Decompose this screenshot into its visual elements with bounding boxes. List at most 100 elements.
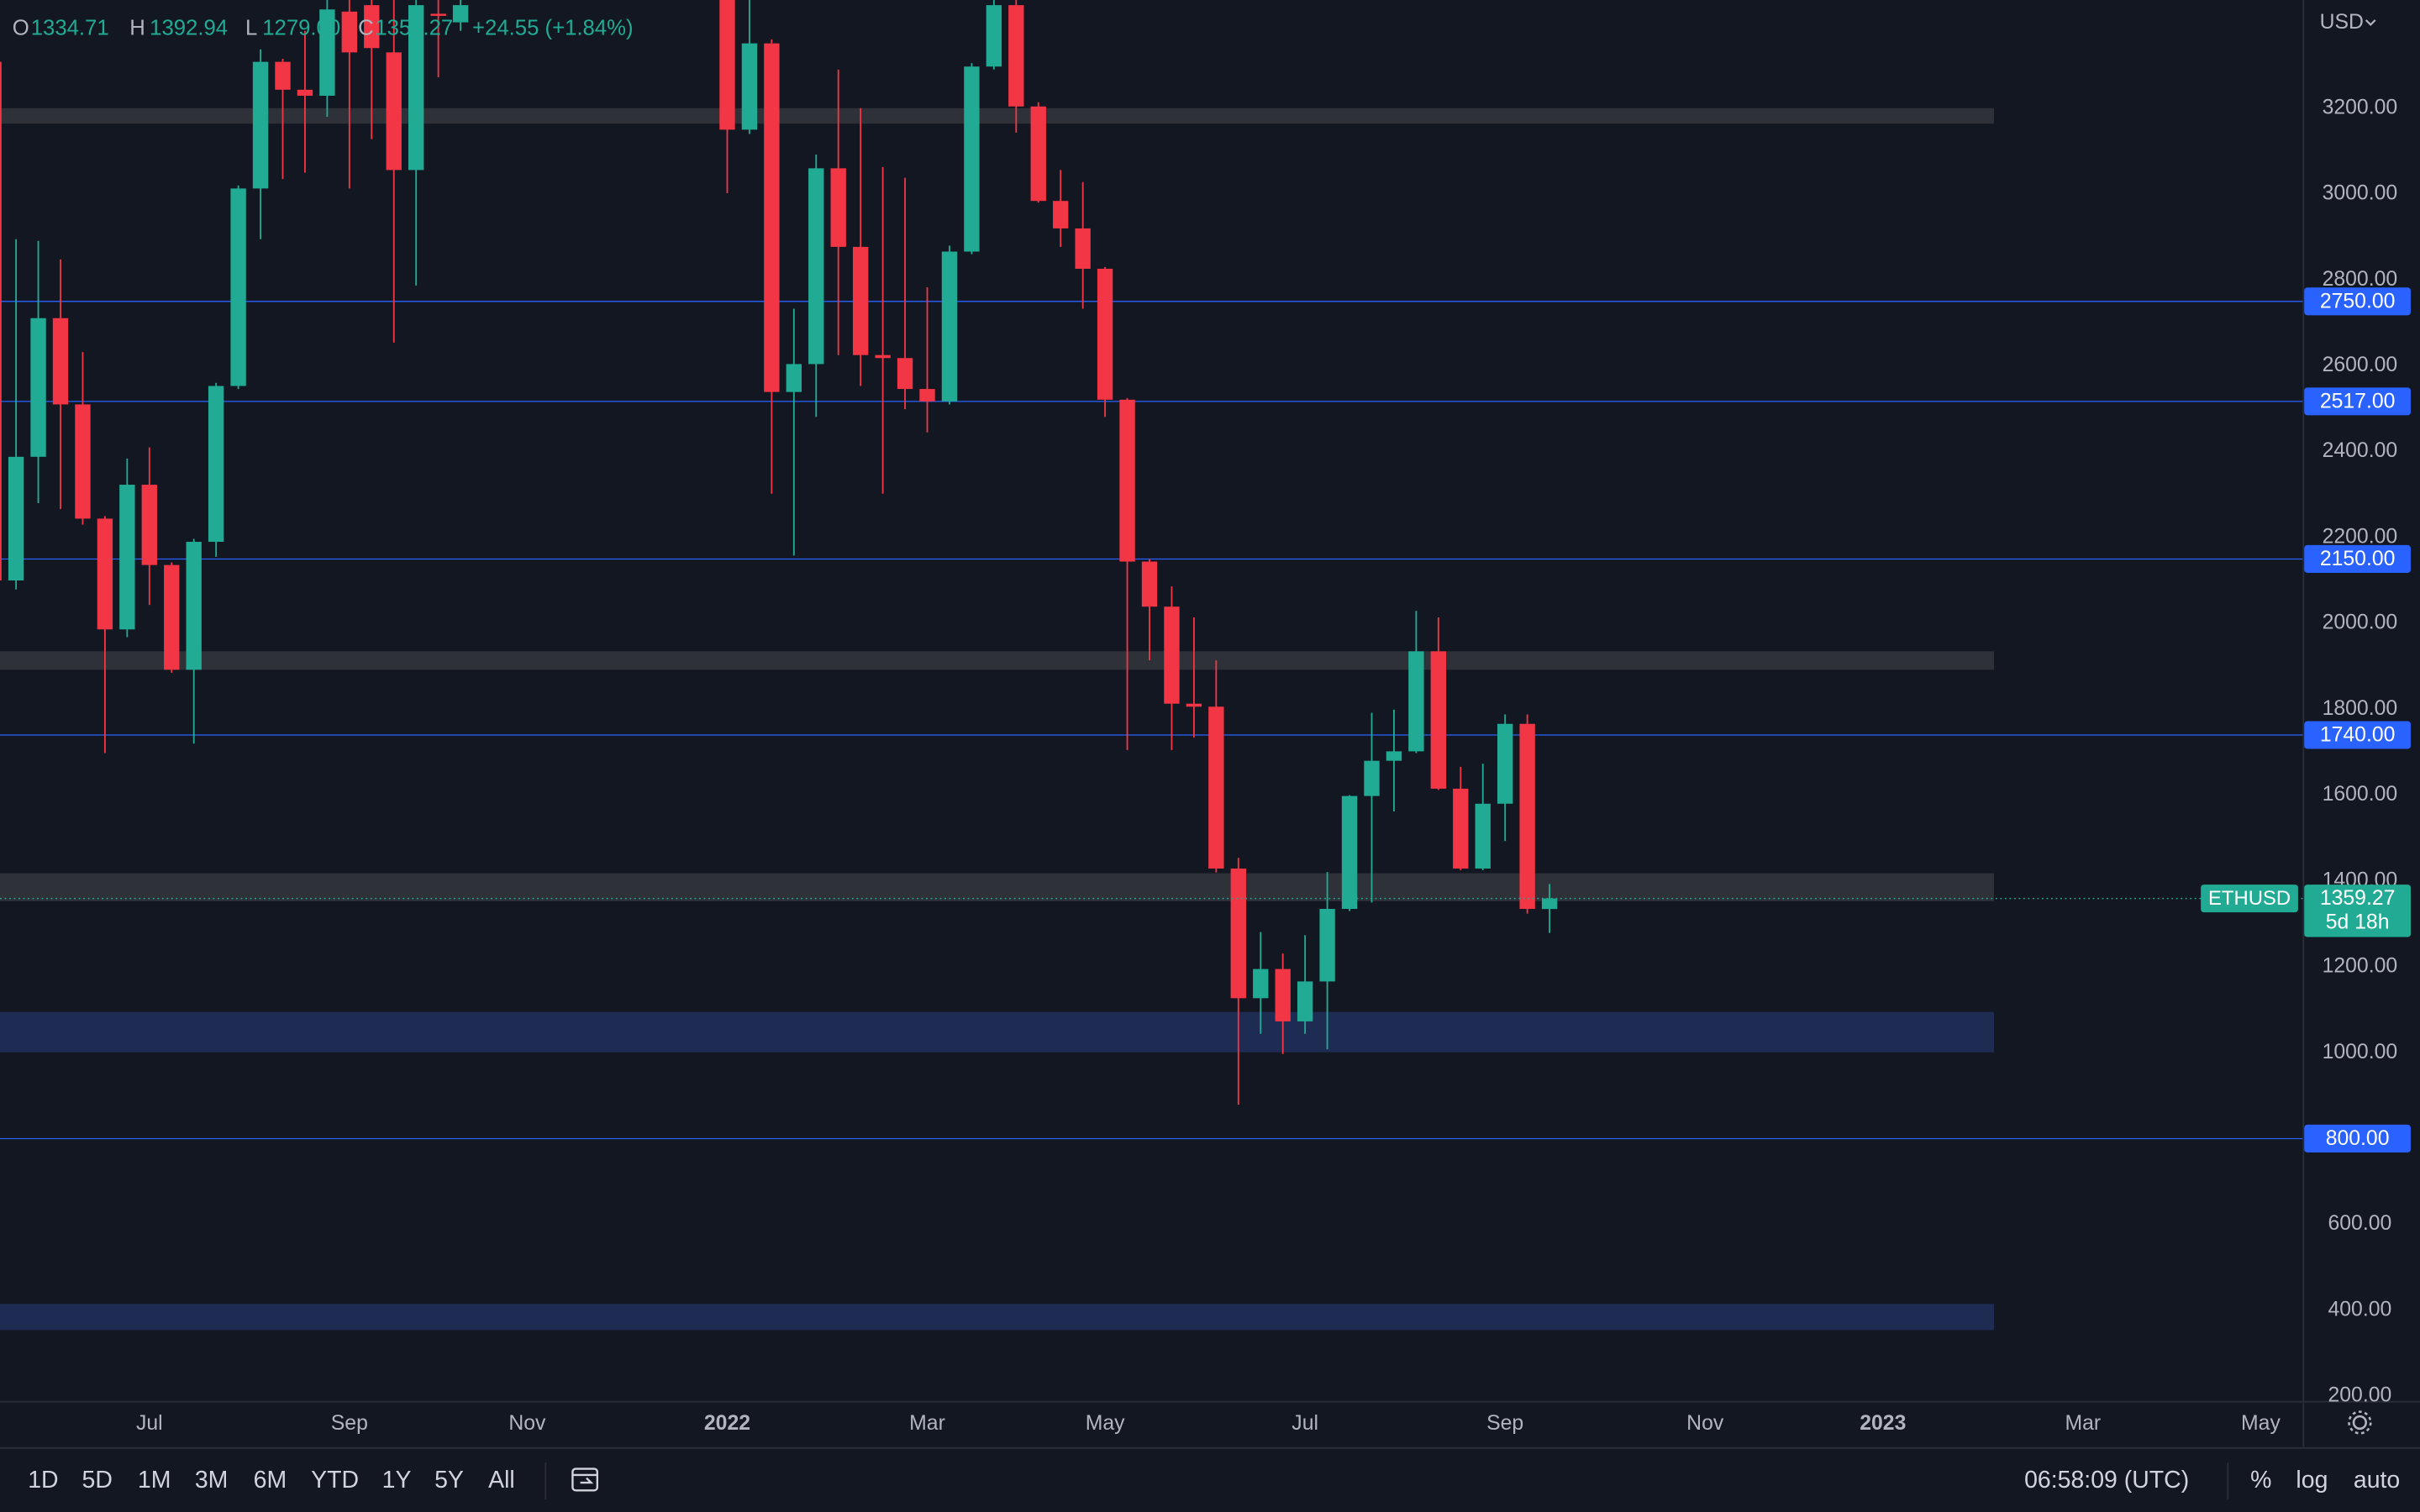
- level-tag: [2304, 721, 2411, 749]
- legend-value: 1334.71: [31, 17, 109, 40]
- y-tick-label: 2000.00: [2323, 612, 2398, 634]
- candle-body: [1141, 561, 1158, 607]
- level-tag: [2304, 387, 2411, 416]
- candle-body: [964, 66, 980, 252]
- candle-body: [319, 9, 335, 96]
- percent-toggle[interactable]: %: [2250, 1467, 2271, 1494]
- range-button[interactable]: 5Y: [434, 1467, 464, 1494]
- candle-body: [808, 168, 824, 365]
- candle-body: [1475, 803, 1491, 869]
- candle-body: [941, 251, 958, 402]
- clock: 06:58:09 (UTC): [2024, 1467, 2189, 1494]
- currency[interactable]: USD: [2320, 11, 2364, 34]
- x-tick-label: 2023: [1860, 1412, 1906, 1435]
- y-tick-label: 200.00: [2328, 1384, 2391, 1407]
- calendar: [571, 1467, 599, 1492]
- y-tick-label: 1200.00: [2323, 955, 2398, 978]
- range-button[interactable]: 1Y: [382, 1467, 412, 1494]
- candle-body: [830, 168, 846, 247]
- candle-body: [786, 364, 802, 392]
- range-button[interactable]: 5D: [82, 1467, 113, 1494]
- candle-body: [1030, 106, 1046, 202]
- candle-body: [0, 61, 2, 581]
- candle-body: [1053, 201, 1069, 228]
- candle-body: [75, 404, 91, 519]
- candle-body: [275, 61, 291, 90]
- candle-body: [1119, 399, 1135, 562]
- toolbar: 06:58:09 (UTC) % log auto 1D 5D 1M 3M 6M YTD 1…: [28, 1462, 2400, 1500]
- candle-body: [1097, 268, 1113, 400]
- last-price-tag: [2304, 885, 2411, 937]
- level-tag: [2304, 287, 2411, 316]
- legend-value: 1392.94: [150, 17, 228, 40]
- range-button[interactable]: YTD: [311, 1467, 359, 1494]
- axes: 3200.00 3000.00 2800.00 2600.00 2400.00 2200.…: [136, 96, 2411, 1435]
- auto-toggle[interactable]: auto: [2354, 1467, 2400, 1494]
- candle-body: [1408, 651, 1424, 752]
- range-button[interactable]: 1M: [138, 1467, 171, 1494]
- range-button[interactable]: 1D: [28, 1467, 58, 1494]
- candle-body: [1341, 795, 1358, 910]
- x-tick-label: Jul: [1292, 1412, 1318, 1435]
- candle-body: [1230, 868, 1246, 999]
- candle-body: [1319, 909, 1335, 982]
- y-tick-label: 1600.00: [2323, 783, 2398, 806]
- candle-body: [8, 456, 24, 581]
- candle-body: [452, 5, 469, 23]
- symbol-tag: ETHUSD: [2208, 887, 2291, 910]
- candle-body: [719, 0, 735, 130]
- legend-key: C: [358, 17, 374, 40]
- chevron: [2365, 19, 2376, 26]
- legend-key: L: [245, 17, 257, 40]
- zone: [0, 108, 1995, 124]
- candle-body: [408, 5, 424, 171]
- x-tick-label: 2022: [704, 1412, 750, 1435]
- date-range-icon[interactable]: [571, 1467, 599, 1492]
- currency-menu[interactable]: USD: [2320, 11, 2376, 34]
- gear: [2352, 1415, 2367, 1431]
- level-label: 2150.00: [2320, 548, 2396, 570]
- legend-key: O: [13, 17, 29, 40]
- candle-body: [741, 43, 758, 130]
- candle-body: [1075, 228, 1091, 269]
- candle-body: [430, 13, 446, 16]
- candle-body: [852, 246, 869, 355]
- log-toggle[interactable]: log: [2296, 1467, 2328, 1494]
- y-tick-label: 3000.00: [2323, 182, 2398, 205]
- y-tick-label: 2200.00: [2323, 525, 2398, 548]
- candle-body: [1164, 606, 1180, 704]
- y-tick-label: 2600.00: [2323, 354, 2398, 376]
- level-label: 2750.00: [2320, 290, 2396, 312]
- candle-body: [141, 485, 157, 565]
- candle-body: [1386, 751, 1402, 761]
- candle-body: [164, 564, 180, 670]
- settings-icon[interactable]: [2348, 1410, 2372, 1435]
- range-button[interactable]: 3M: [195, 1467, 229, 1494]
- x-tick-label: May: [1086, 1412, 1125, 1435]
- level-tag: [2304, 1124, 2411, 1152]
- y-tick-label: 1800.00: [2323, 697, 2398, 720]
- bar-countdown: 5d 18h: [2326, 911, 2390, 934]
- candle-body: [1008, 5, 1024, 107]
- y-tick-label: 2800.00: [2323, 268, 2398, 291]
- candle-body: [1186, 703, 1202, 707]
- range-button[interactable]: 6M: [254, 1467, 287, 1494]
- candle-body: [1519, 723, 1535, 910]
- range-button[interactable]: All: [488, 1467, 515, 1494]
- legend-value: 1279.00: [262, 17, 340, 40]
- candle-body: [252, 61, 269, 189]
- zone: [0, 1304, 1995, 1331]
- last-price-label: 1359.27: [2320, 887, 2396, 910]
- legend-key: H: [129, 17, 145, 40]
- x-tick-label: Mar: [909, 1412, 945, 1435]
- x-tick-label: Sep: [331, 1412, 368, 1435]
- candle-body: [875, 354, 891, 359]
- legend-change: +24.55 (+1.84%): [472, 17, 633, 40]
- candle-body: [186, 542, 202, 670]
- y-tick-label: 2400.00: [2323, 439, 2398, 462]
- candle-body: [30, 318, 46, 457]
- candle-body: [1364, 760, 1380, 796]
- y-tick-label: 400.00: [2328, 1298, 2391, 1320]
- candle-body: [764, 43, 780, 392]
